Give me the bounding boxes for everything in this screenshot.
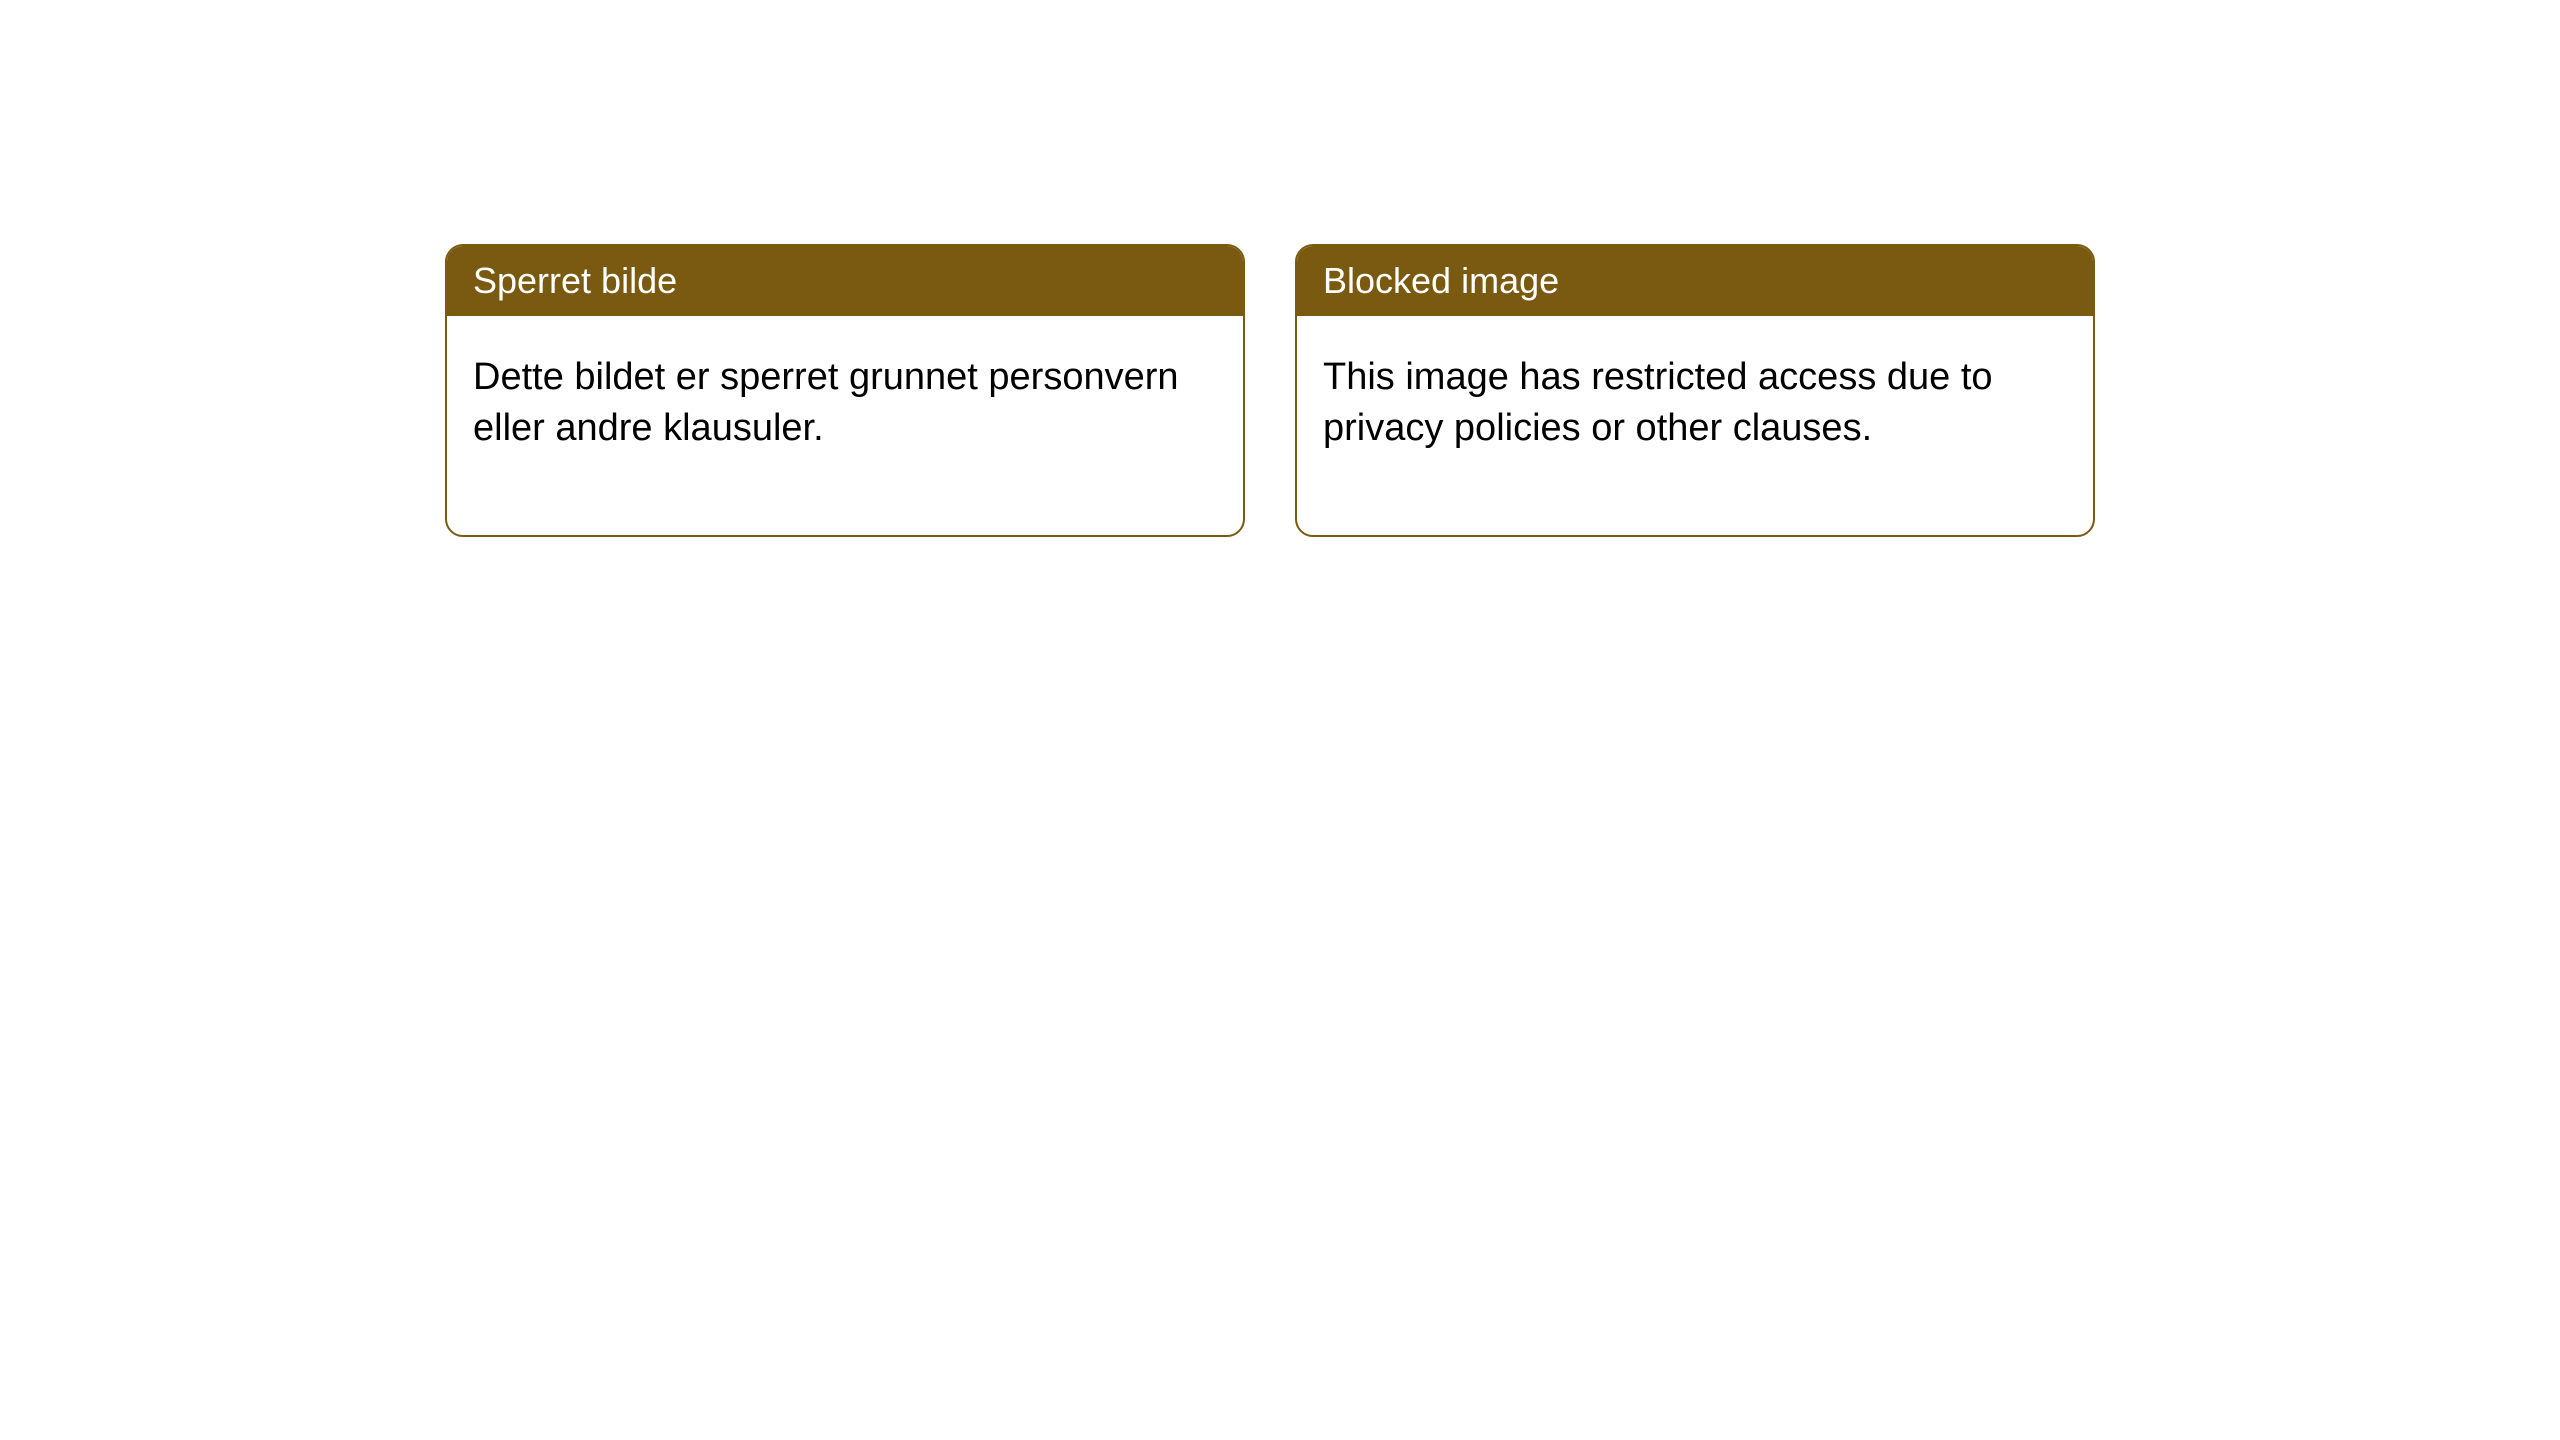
notice-header: Sperret bilde [447,246,1243,316]
notice-card-norwegian: Sperret bilde Dette bildet er sperret gr… [445,244,1245,537]
notice-body: Dette bildet er sperret grunnet personve… [447,316,1243,535]
notice-body-text: Dette bildet er sperret grunnet personve… [473,356,1179,449]
notice-body-text: This image has restricted access due to … [1323,356,1993,449]
notice-container: Sperret bilde Dette bildet er sperret gr… [445,244,2095,537]
notice-header-text: Sperret bilde [473,260,677,301]
notice-header: Blocked image [1297,246,2093,316]
notice-header-text: Blocked image [1323,260,1559,301]
notice-body: This image has restricted access due to … [1297,316,2093,535]
notice-card-english: Blocked image This image has restricted … [1295,244,2095,537]
